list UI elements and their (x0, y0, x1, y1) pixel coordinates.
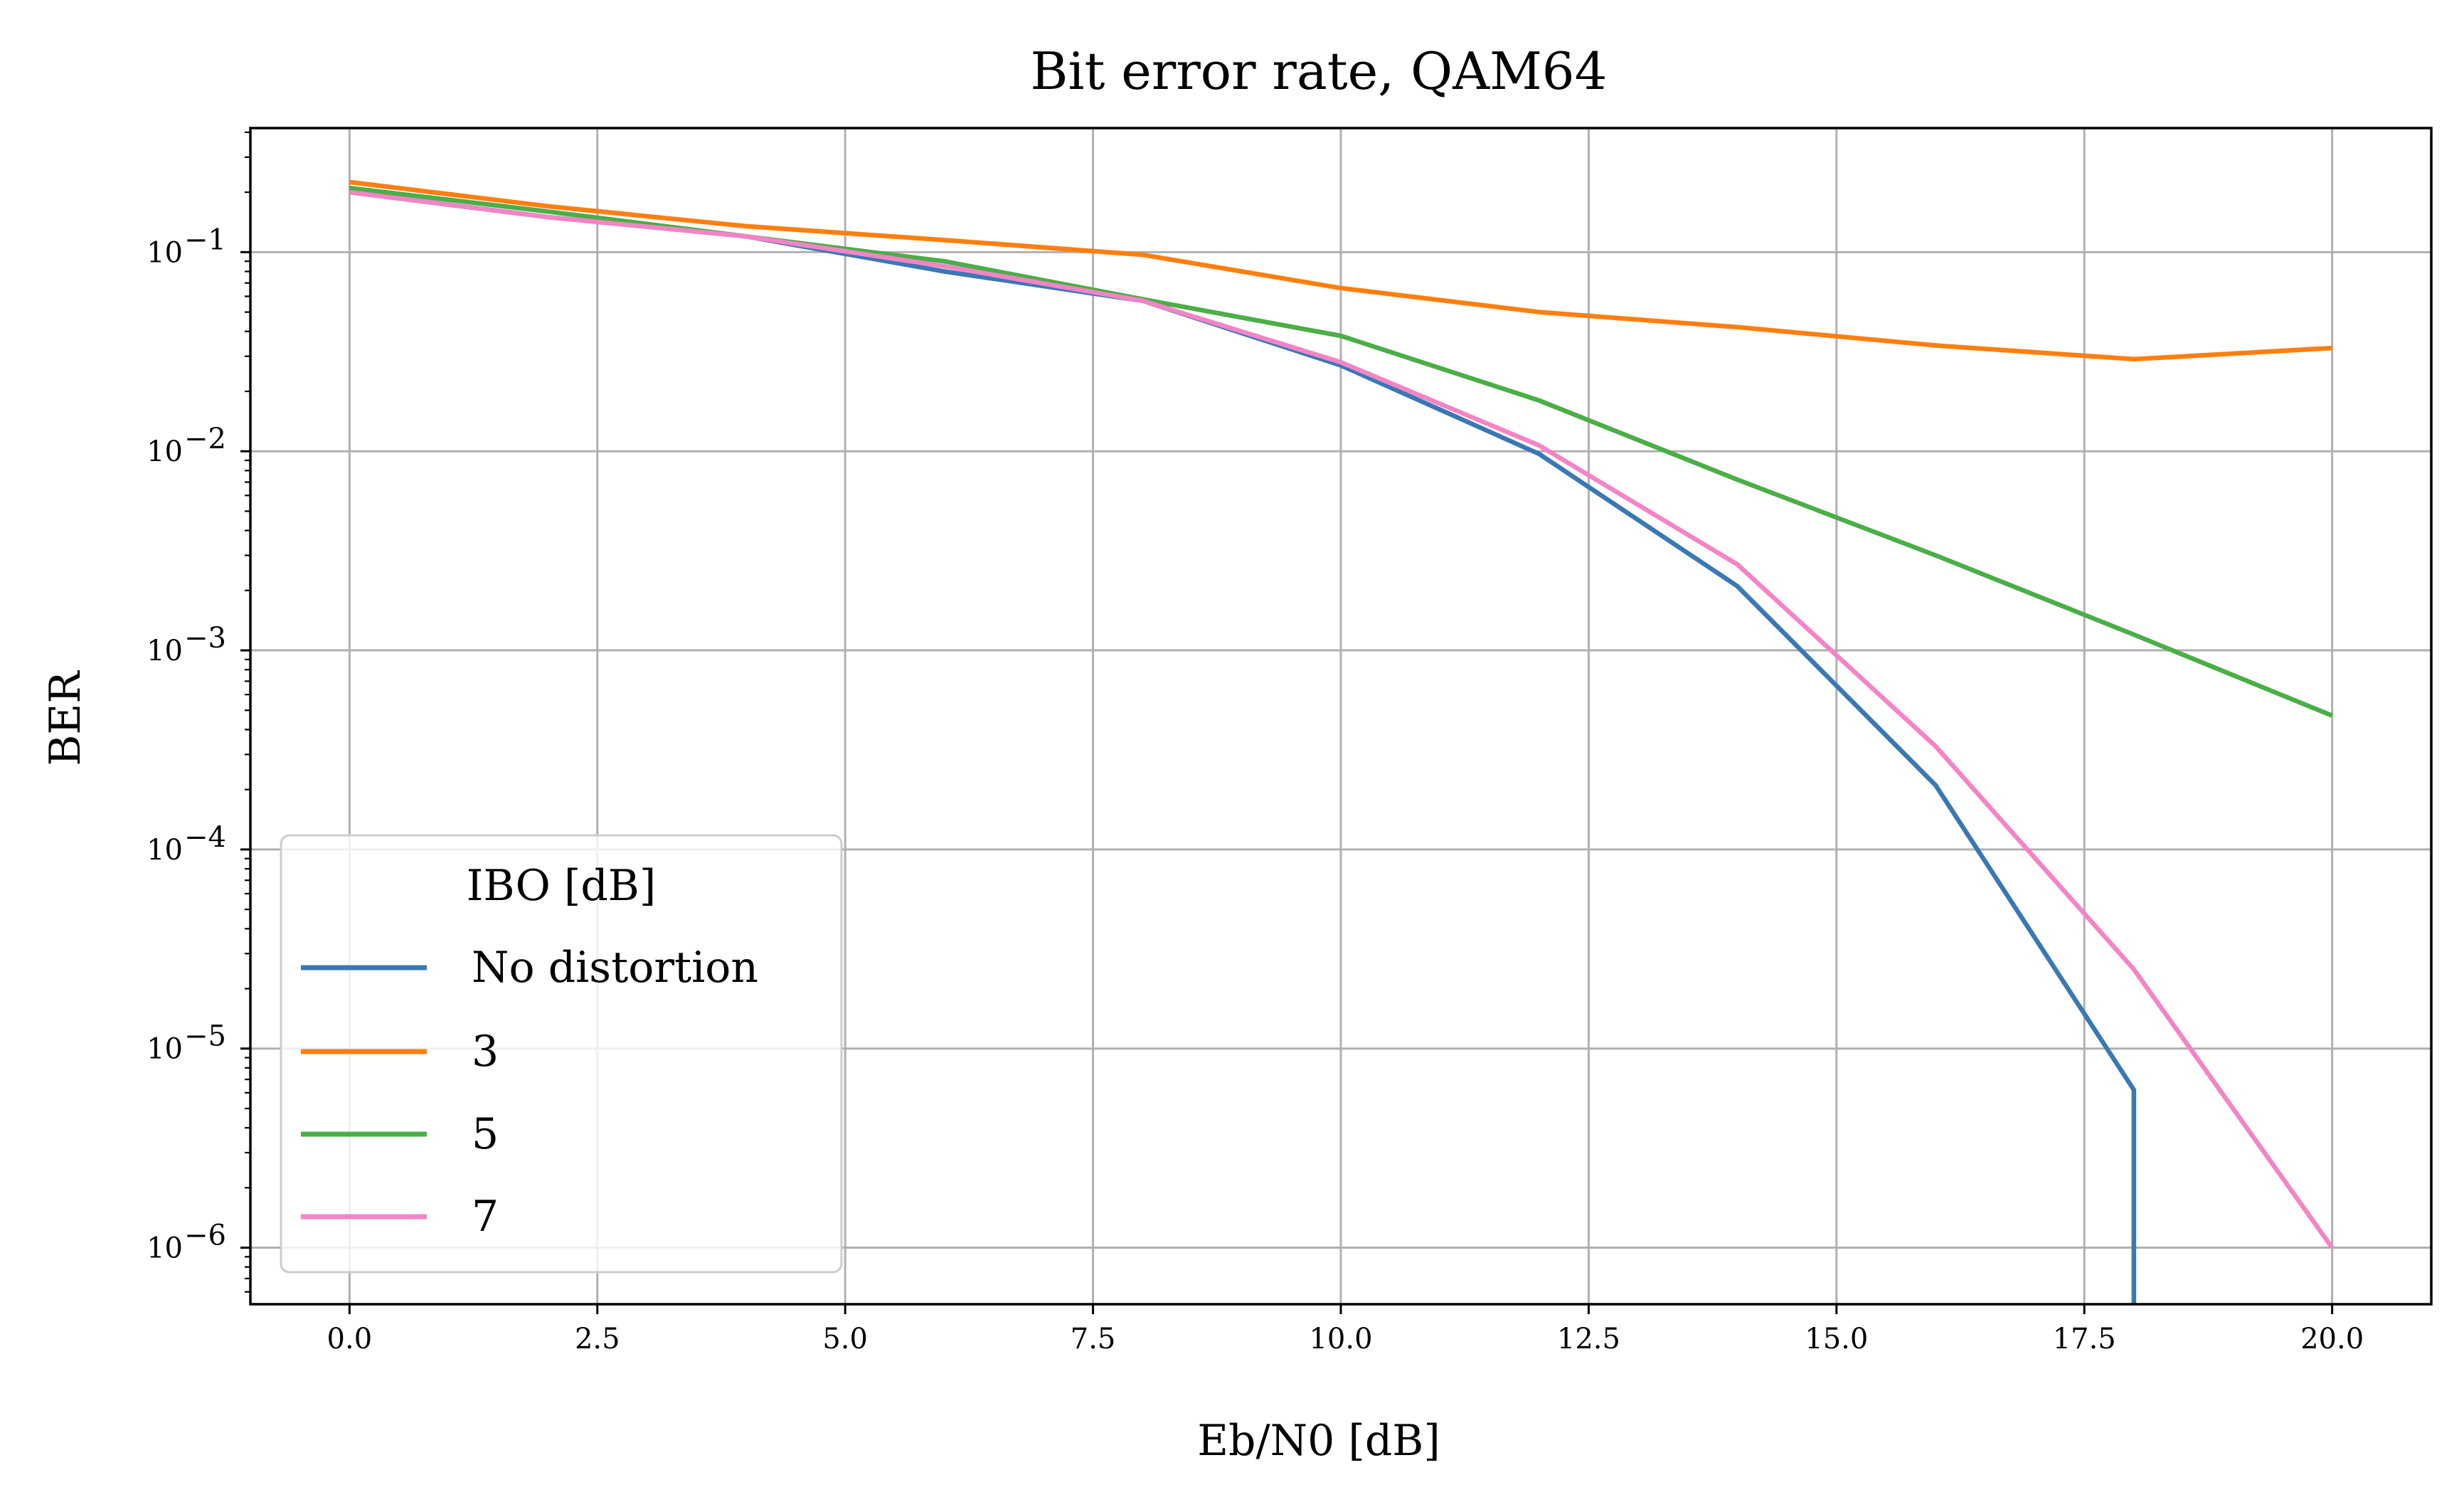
y-tick-exponent: −3 (184, 622, 226, 655)
y-tick-label: 10 (147, 435, 183, 468)
y-tick-label: 10 (147, 1033, 183, 1066)
grid (250, 128, 2431, 1304)
y-tick-label: 10 (147, 1232, 183, 1265)
x-axis-label: Eb/N0 [dB] (1197, 1416, 1440, 1466)
y-tick-label: 10 (147, 635, 183, 667)
legend-box (280, 834, 843, 1274)
legend-title: IBO [dB] (467, 861, 656, 911)
legend-label: No distortion (472, 943, 758, 993)
axis-ticks: 0.0 2.5 5.0 7.5 10.0 12.5 15.0 17.5 20.010−110−2… (147, 131, 2364, 1355)
x-tick-label: 0.0 (327, 1323, 373, 1355)
y-tick-label: 10 (147, 834, 183, 867)
x-tick-label: 12.5 (1557, 1323, 1620, 1355)
series-line-3 (349, 179, 2332, 362)
x-tick-label: 10.0 (1309, 1323, 1372, 1355)
x-tick-label: 5.0 (822, 1323, 868, 1355)
y-tick-exponent: −2 (184, 423, 226, 455)
x-tick-label: 7.5 (1071, 1323, 1116, 1355)
y-tick-exponent: −4 (184, 821, 226, 854)
series-lines (349, 179, 2335, 1304)
y-tick-exponent: −5 (184, 1020, 226, 1053)
series-line-7 (349, 189, 2335, 1249)
y-axis-label: BER (41, 670, 90, 766)
y-tick-exponent: −6 (184, 1220, 226, 1252)
legend-label: 7 (472, 1192, 499, 1242)
legend: IBO [dB] No distortion 3 5 7 (280, 834, 843, 1274)
y-tick-exponent: −1 (184, 223, 226, 256)
x-tick-label: 15.0 (1805, 1323, 1868, 1355)
legend-label: 5 (472, 1109, 499, 1159)
x-tick-label: 2.5 (575, 1323, 620, 1355)
y-tick-label: 10 (147, 236, 183, 269)
chart-title: Bit error rate, QAM64 (1031, 41, 1608, 101)
x-tick-label: 20.0 (2300, 1323, 2364, 1355)
x-tick-label: 17.5 (2053, 1323, 2116, 1355)
legend-label: 3 (472, 1027, 499, 1077)
